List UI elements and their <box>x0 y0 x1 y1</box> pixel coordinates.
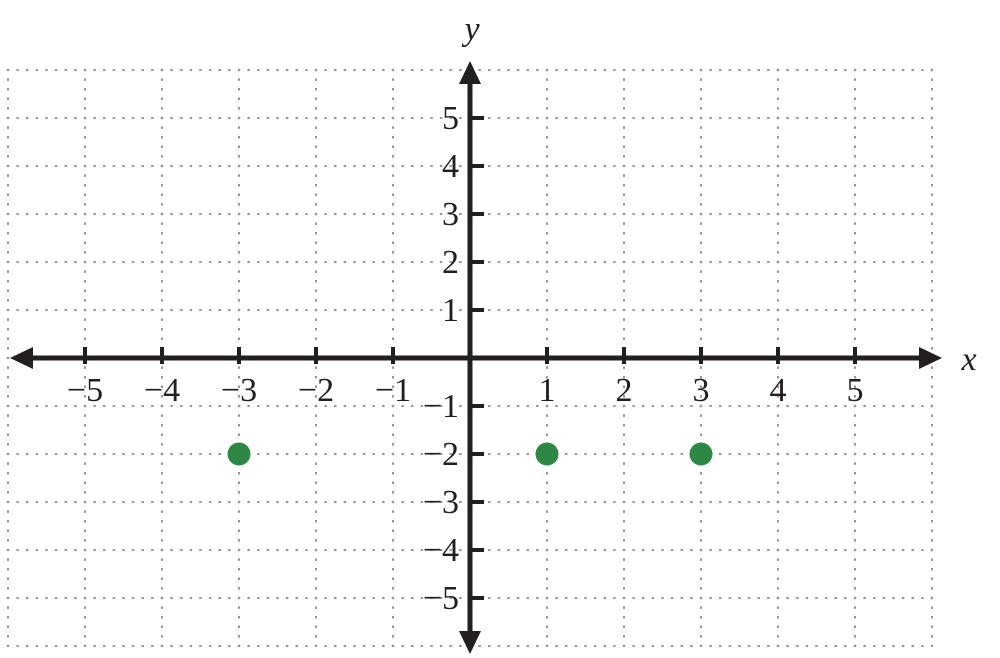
x-axis-tick-label: 4 <box>770 372 787 409</box>
y-axis-tick-label: 3 <box>442 196 459 233</box>
y-axis-tick-label: −3 <box>423 484 459 521</box>
x-axis-tick-label: 1 <box>539 372 556 409</box>
x-axis-tick-label: −2 <box>298 372 334 409</box>
data-point <box>227 442 251 466</box>
x-axis-arrow-right-icon <box>919 347 942 369</box>
y-axis-tick-label: −1 <box>423 388 459 425</box>
data-point <box>689 442 713 466</box>
y-axis-arrow-up-icon <box>459 61 481 84</box>
data-point <box>535 442 559 466</box>
x-axis-tick-label: −1 <box>375 372 411 409</box>
y-axis-tick-label: 5 <box>442 100 459 137</box>
y-axis-label: y <box>461 11 480 48</box>
y-axis-tick-label: −2 <box>423 436 459 473</box>
y-axis-tick-label: −5 <box>423 580 459 617</box>
x-axis-tick-label: −5 <box>67 372 103 409</box>
x-axis-label: x <box>960 341 976 378</box>
x-axis-arrow-left-icon <box>10 347 33 369</box>
x-axis-tick-label: −3 <box>221 372 257 409</box>
x-axis-tick-label: −4 <box>144 372 180 409</box>
x-axis-tick-label: 2 <box>616 372 633 409</box>
y-axis-tick-label: 4 <box>442 148 459 185</box>
x-axis-tick-label: 5 <box>847 372 864 409</box>
y-axis-tick-label: −4 <box>423 532 459 569</box>
y-axis-arrow-down-icon <box>459 631 481 654</box>
y-axis-tick-label: 1 <box>442 292 459 329</box>
x-axis-tick-label: 3 <box>693 372 710 409</box>
y-axis-tick-label: 2 <box>442 244 459 281</box>
